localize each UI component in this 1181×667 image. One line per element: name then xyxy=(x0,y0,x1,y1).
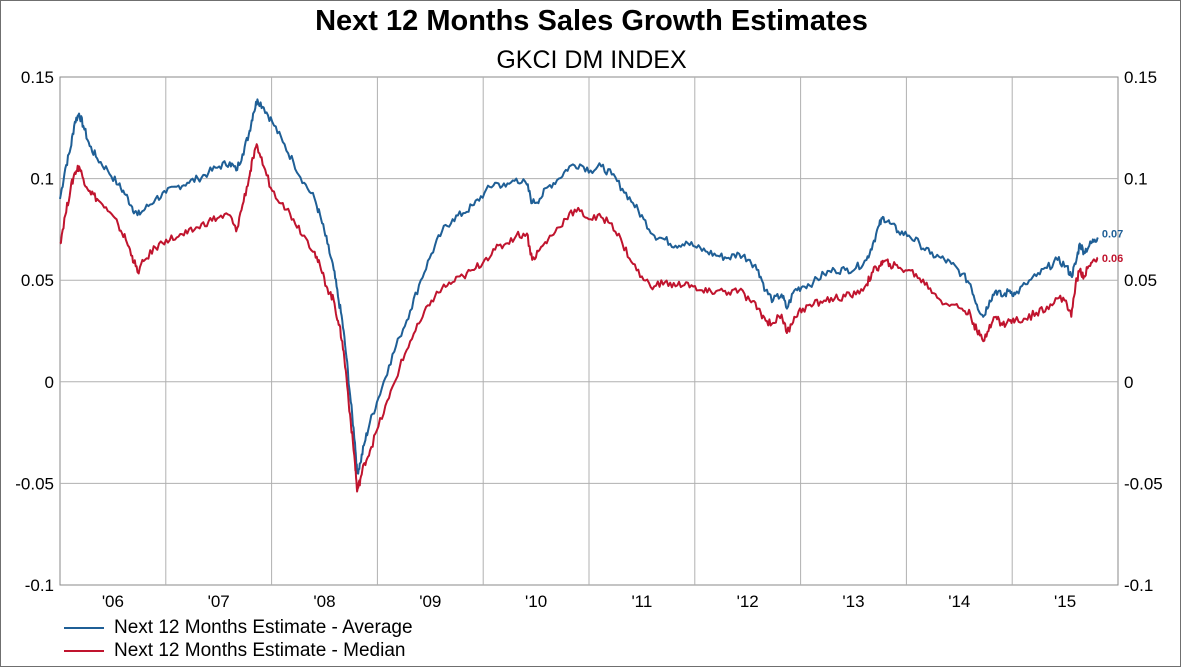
y-tick-label-left: 0 xyxy=(45,373,54,392)
series-line-median xyxy=(59,143,1099,493)
x-tick-label: '10 xyxy=(525,592,547,611)
x-tick-label: '12 xyxy=(737,592,759,611)
end-label-layer: 0.07 0.06 xyxy=(1102,229,1123,265)
x-tick-label: '07 xyxy=(208,592,230,611)
legend-item-median: Next 12 Months Estimate - Median xyxy=(64,639,413,662)
y-tick-label-right: 0.1 xyxy=(1124,170,1148,189)
y-tick-label-right: -0.05 xyxy=(1124,474,1163,493)
legend-label-average: Next 12 Months Estimate - Average xyxy=(114,616,413,638)
series-line-average xyxy=(59,98,1099,475)
grid-layer xyxy=(59,76,1119,586)
y-tick-label-left: -0.1 xyxy=(25,576,54,595)
chart-title: Next 12 Months Sales Growth Estimates xyxy=(315,5,868,37)
x-tick-label: '13 xyxy=(842,592,864,611)
series-layer xyxy=(59,98,1099,493)
legend-swatch-median xyxy=(64,649,104,652)
end-label-average: 0.07 xyxy=(1102,229,1123,241)
x-tick-label: '11 xyxy=(631,592,652,611)
chart-subtitle: GKCI DM INDEX xyxy=(496,46,687,74)
y-tick-label-left: -0.05 xyxy=(15,474,54,493)
y-tick-label-right: 0.05 xyxy=(1124,271,1157,290)
x-tick-label: '08 xyxy=(313,592,335,611)
y-tick-label-right: 0 xyxy=(1124,373,1133,392)
y-tick-label-left: 0.15 xyxy=(21,68,54,87)
y-tick-label-left: 0.05 xyxy=(21,271,54,290)
x-tick-label: '14 xyxy=(948,592,970,611)
x-tick-label: '15 xyxy=(1054,592,1076,611)
y-tick-label-right: 0.15 xyxy=(1124,68,1157,87)
legend-swatch-average xyxy=(64,626,104,629)
y-tick-label-right: -0.1 xyxy=(1124,576,1153,595)
legend-label-median: Next 12 Months Estimate - Median xyxy=(114,639,406,661)
tick-layer: 0.15 0.15 0.1 0.1 0.05 0.05 0 0 -0.05 -0.05 -0.1 -0… xyxy=(15,68,1163,611)
legend-item-average: Next 12 Months Estimate - Average xyxy=(64,616,413,639)
x-tick-label: '09 xyxy=(419,592,441,611)
legend: Next 12 Months Estimate - Average Next 1… xyxy=(64,616,413,662)
y-tick-label-left: 0.1 xyxy=(30,170,54,189)
x-tick-label: '06 xyxy=(102,592,124,611)
end-label-median: 0.06 xyxy=(1102,253,1123,265)
